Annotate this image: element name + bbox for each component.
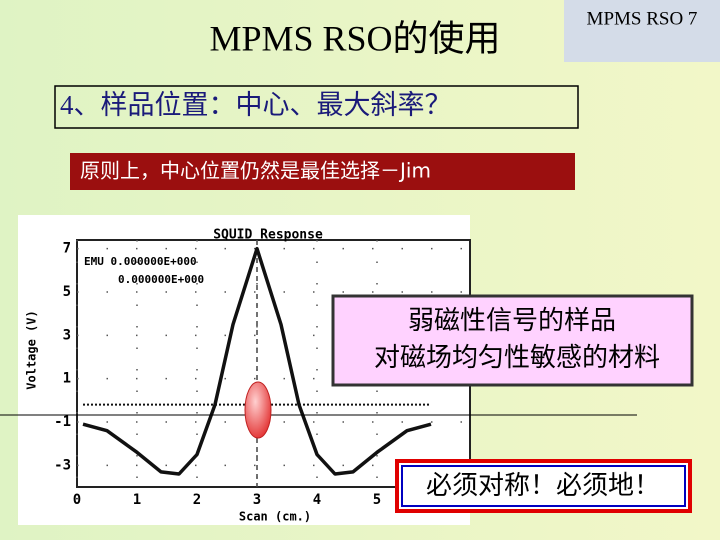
heading: 4、样品位置：中心、最大斜率？ [60,90,452,120]
chart-title: SQUID Response [213,228,323,243]
overlay: 弱磁性信号的样品 对磁场均匀性敏感的材料 必须对称！必须地！ [0,294,694,513]
y-tick-label: -3 [54,457,71,473]
callout-line: 弱磁性信号的样品 [408,306,616,335]
x-axis-label: Scan (cm.) [239,510,311,524]
y-axis-label: Voltage (V) [25,310,39,389]
callout-box [331,294,694,387]
y-tick-label: 5 [63,284,71,300]
annotation: 0.000000E+000 [118,273,204,286]
x-tick-label: 3 [253,492,261,508]
warning: 必须对称！必须地！ [426,471,660,500]
badge: MPMS RSO 7 [587,8,698,29]
x-tick-label: 2 [193,492,201,508]
badge-box [564,0,720,62]
callout-line: 对磁场均匀性敏感的材料 [374,343,660,372]
y-tick-label: 7 [63,241,71,257]
warning-box [395,459,692,513]
warning-inner [401,465,686,507]
note-box [70,153,575,190]
x-tick-label: 1 [133,492,141,508]
x-tick-label: 4 [313,492,321,508]
y-tick-label: 3 [63,327,71,343]
slide-title: MPMS RSO的使用 [209,18,500,58]
data-line [82,246,432,476]
y-tick-label: -1 [54,414,71,430]
note: 原则上，中心位置仍然是最佳选择－Jim [80,159,431,183]
heading-box [54,85,579,129]
sample-marker [244,381,272,439]
x-tick-label: 0 [73,492,81,508]
y-tick-label: 1 [63,371,71,387]
x-tick-label: 5 [373,492,381,508]
annotation: EMU 0.000000E+000 [84,255,197,268]
